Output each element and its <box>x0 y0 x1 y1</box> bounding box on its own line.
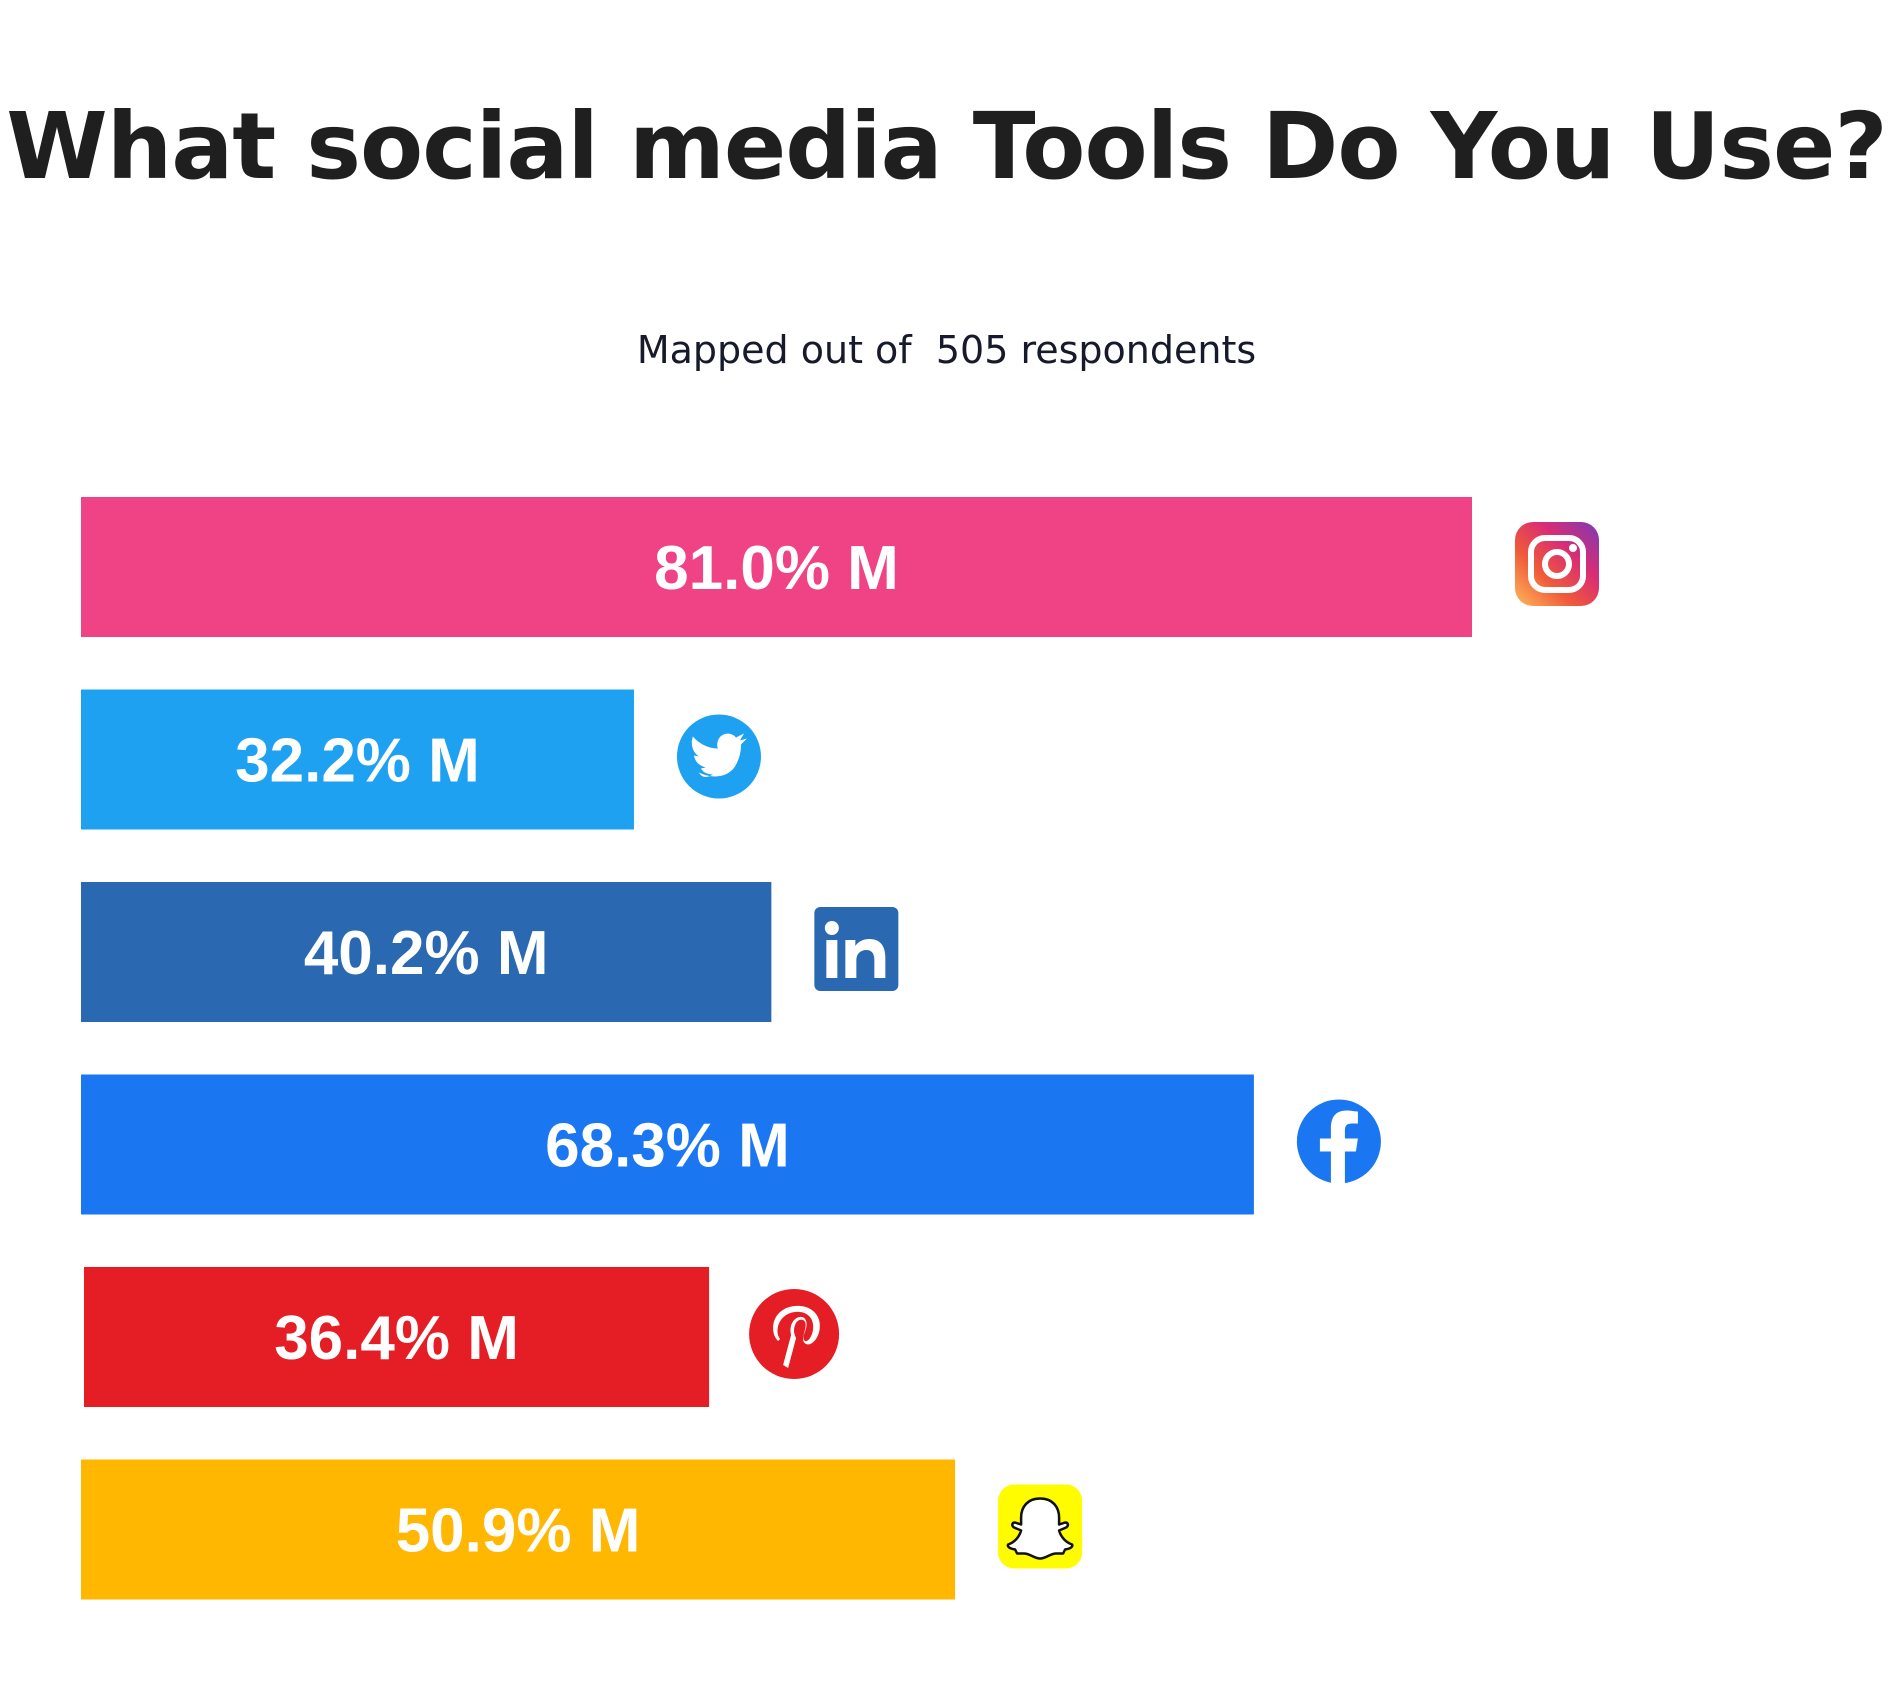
bar-snapchat <box>81 1459 956 1600</box>
bar-value-label-twitter: 32.2% M <box>235 727 480 796</box>
bar-instagram <box>81 497 1472 637</box>
bar-value-label-instagram: 81.0% M <box>654 534 899 603</box>
bar-value-label-linkedin: 40.2% M <box>304 919 549 988</box>
bar-linkedin <box>81 882 772 1022</box>
pinterest-icon <box>749 1289 840 1379</box>
instagram-icon <box>1515 522 1599 606</box>
bar-facebook <box>81 1074 1254 1215</box>
bar-value-label-snapchat: 50.9% M <box>396 1497 641 1566</box>
bar-pinterest <box>84 1267 710 1407</box>
facebook-icon <box>1296 1099 1381 1184</box>
linkedin-icon <box>814 907 899 991</box>
snapchat-icon <box>998 1484 1083 1569</box>
twitter-icon <box>676 714 761 799</box>
bar-value-label-pinterest: 36.4% M <box>274 1304 519 1373</box>
bar-twitter <box>81 689 634 830</box>
chart-title: What social media Tools Do You Use? <box>6 93 1888 200</box>
bar-value-label-facebook: 68.3% M <box>545 1112 790 1181</box>
chart-subtitle: Mapped out of 505 respondents <box>636 328 1257 372</box>
